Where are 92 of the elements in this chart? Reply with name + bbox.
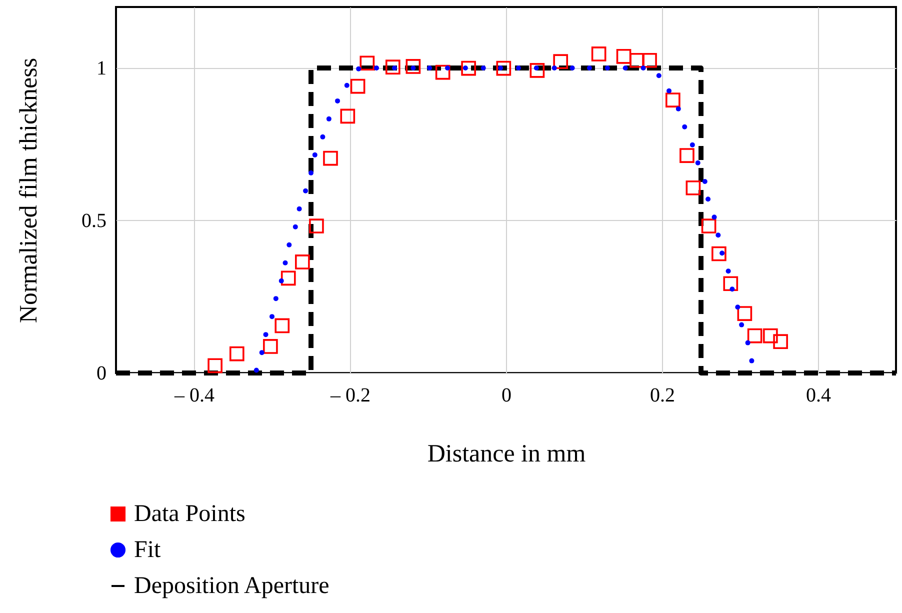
point <box>552 66 557 70</box>
point <box>273 296 278 302</box>
point <box>263 332 268 338</box>
point <box>690 142 695 148</box>
legend-label: Fit <box>134 537 162 563</box>
point <box>308 170 314 176</box>
point <box>286 242 292 248</box>
point <box>259 350 264 356</box>
point <box>360 56 375 71</box>
point <box>435 64 450 80</box>
point <box>296 206 302 212</box>
point <box>282 260 288 266</box>
point <box>312 152 318 158</box>
point <box>326 116 332 122</box>
point <box>374 66 380 70</box>
point <box>666 92 680 108</box>
legend-label: Data Points <box>134 501 246 527</box>
point <box>295 254 310 270</box>
point <box>723 276 738 292</box>
x-tick-label: 0 <box>502 384 512 406</box>
point <box>716 232 721 238</box>
point <box>720 250 725 256</box>
point <box>686 180 701 196</box>
point <box>553 54 568 70</box>
point <box>516 66 521 70</box>
point <box>666 88 672 94</box>
point <box>280 270 296 286</box>
point <box>461 60 476 76</box>
x-axis-title: Distance in mm <box>427 440 586 468</box>
point <box>682 124 688 130</box>
point <box>445 66 450 70</box>
point <box>737 306 752 321</box>
point <box>591 46 606 62</box>
y-tick-label: 1 <box>96 58 106 80</box>
point <box>427 66 432 70</box>
point <box>570 66 575 70</box>
point <box>385 60 400 75</box>
point <box>462 66 468 70</box>
point <box>616 48 632 64</box>
x-tick-label: – 0.4 <box>174 384 214 406</box>
point <box>292 224 298 230</box>
point <box>656 73 662 78</box>
point <box>303 188 308 194</box>
point <box>530 63 545 78</box>
point <box>735 304 740 310</box>
point <box>604 66 610 70</box>
point <box>712 214 717 220</box>
point <box>726 268 731 274</box>
point <box>701 218 716 234</box>
point <box>498 66 504 70</box>
point <box>747 328 762 344</box>
point <box>706 196 711 202</box>
point <box>406 59 421 74</box>
point <box>680 148 694 163</box>
point <box>323 150 338 166</box>
point <box>480 66 486 70</box>
legend-label: Deposition Aperture <box>134 573 330 599</box>
point <box>263 339 278 354</box>
point <box>335 98 340 104</box>
point <box>640 66 646 70</box>
point <box>773 334 788 350</box>
x-tick-label: – 0.2 <box>330 384 370 406</box>
y-tick-label: 0 <box>96 362 106 384</box>
point <box>676 106 681 112</box>
point <box>702 178 708 184</box>
x-tick-label: 0.2 <box>650 384 675 406</box>
point <box>254 368 259 373</box>
point <box>356 66 362 72</box>
point <box>278 278 284 284</box>
point <box>622 66 628 70</box>
point <box>745 340 750 346</box>
point <box>340 108 356 124</box>
point <box>229 346 244 362</box>
point <box>274 318 290 334</box>
point <box>749 358 754 364</box>
point <box>344 82 350 88</box>
point <box>350 78 366 94</box>
y-axis-title: Normalized film thickness <box>16 58 42 324</box>
point <box>712 246 726 262</box>
point <box>642 52 657 68</box>
point <box>320 134 326 140</box>
x-tick-label: 0.4 <box>806 384 831 406</box>
y-tick-label: 0.5 <box>82 210 106 232</box>
point <box>695 160 700 166</box>
point <box>730 286 735 292</box>
point <box>208 358 222 374</box>
point <box>739 322 744 328</box>
point <box>763 328 778 344</box>
point <box>270 314 274 320</box>
point <box>309 218 324 234</box>
point <box>586 66 592 70</box>
point <box>496 60 512 76</box>
